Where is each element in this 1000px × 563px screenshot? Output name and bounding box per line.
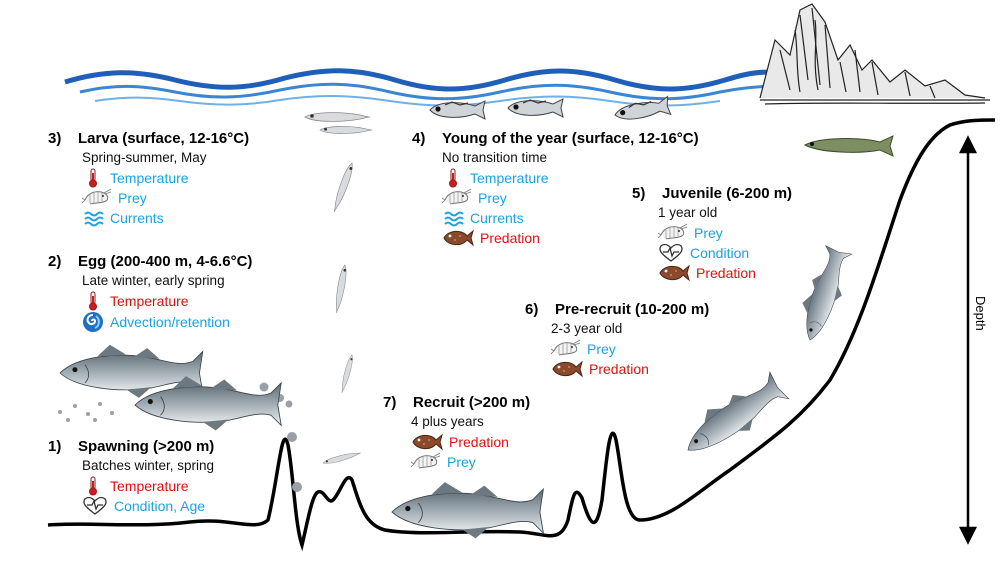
thermometer-icon <box>442 168 470 188</box>
driver-label: Prey <box>447 454 476 470</box>
stage-number: 5) <box>632 185 646 202</box>
juvenile-fish <box>791 243 856 346</box>
driver-predation: Predation <box>551 359 709 379</box>
stage-timing: 1 year old <box>658 205 718 220</box>
driver-currents: Currents <box>442 208 699 228</box>
driver-label: Condition <box>690 245 750 261</box>
flatfish-icon <box>442 228 480 248</box>
driver-label: Temperature <box>110 170 189 186</box>
depth-arrow <box>958 135 978 545</box>
stage-egg: 2) Egg (200-400 m, 4-6.6°C) Late winter, … <box>48 253 252 333</box>
driver-temperature: Temperature <box>442 168 699 188</box>
sea-surface-waves <box>64 68 771 107</box>
driver-label: Currents <box>470 210 524 226</box>
swirl-icon <box>82 311 110 333</box>
stage-larva: 3) Larva (surface, 12-16°C) Spring-summer… <box>48 130 249 228</box>
flatfish-icon <box>551 359 589 379</box>
stage-number: 2) <box>48 253 62 270</box>
stage-young-of-year: 4) Young of the year (surface, 12-16°C) N… <box>412 130 699 248</box>
stage-timing: Late winter, early spring <box>82 273 225 288</box>
stage-title: Young of the year (surface, 12-16°C) <box>442 130 699 147</box>
driver-label: Currents <box>110 210 164 226</box>
stage-timing: Spring-summer, May <box>82 150 207 165</box>
larvae <box>304 112 373 466</box>
driver-label: Predation <box>480 230 540 246</box>
shrimp-icon <box>411 452 447 472</box>
driver-temperature: Temperature <box>82 476 214 496</box>
driver-prey: Prey <box>442 188 699 208</box>
juvenile-surface-fish <box>803 135 894 157</box>
driver-condition: Condition <box>658 243 792 263</box>
heart-pulse-icon <box>658 243 690 263</box>
stage-title: Recruit (>200 m) <box>413 394 531 411</box>
shrimp-icon <box>442 188 478 208</box>
stage-title: Larva (surface, 12-16°C) <box>78 130 250 147</box>
stage-timing: Batches winter, spring <box>82 458 215 473</box>
stage-pre-recruit: 6) Pre-recruit (10-200 m) 2-3 year old Pre… <box>525 301 709 379</box>
driver-predation: Predation <box>658 263 792 283</box>
flatfish-icon <box>658 263 696 283</box>
eggs <box>58 382 302 492</box>
shrimp-icon <box>658 223 694 243</box>
coastal-mountains <box>759 3 990 105</box>
stage-recruit: 7) Recruit (>200 m) 4 plus years Predation… <box>383 394 530 472</box>
stage-number: 1) <box>48 438 62 455</box>
stage-title: Egg (200-400 m, 4-6.6°C) <box>78 253 253 270</box>
shrimp-icon <box>551 339 587 359</box>
driver-predation: Predation <box>442 228 699 248</box>
seabed-profile <box>47 118 996 552</box>
driver-label: Condition, Age <box>114 498 206 514</box>
recruit-fish <box>391 481 544 539</box>
stage-number: 6) <box>525 301 539 318</box>
spawning-fish <box>59 344 282 431</box>
depth-axis-label: Depth <box>973 296 988 331</box>
pre-recruit-fish <box>674 367 792 467</box>
driver-label: Predation <box>589 361 649 377</box>
stage-title: Pre-recruit (10-200 m) <box>555 301 710 318</box>
driver-label: Temperature <box>110 478 189 494</box>
stage-juvenile: 5) Juvenile (6-200 m) 1 year old Prey Condi… <box>632 185 792 283</box>
heart-pulse-icon <box>82 496 114 516</box>
stage-number: 4) <box>412 130 426 147</box>
driver-label: Predation <box>696 265 756 281</box>
driver-prey: Prey <box>411 452 530 472</box>
driver-label: Temperature <box>470 170 549 186</box>
driver-label: Advection/retention <box>110 314 230 330</box>
driver-label: Predation <box>449 434 509 450</box>
driver-label: Temperature <box>110 293 189 309</box>
driver-advection-retention: Advection/retention <box>82 311 252 333</box>
thermometer-icon <box>82 168 110 188</box>
flatfish-icon <box>411 432 449 452</box>
waves-icon <box>82 208 110 228</box>
driver-temperature: Temperature <box>82 168 249 188</box>
waves-icon <box>442 208 470 228</box>
driver-label: Prey <box>587 341 616 357</box>
stage-timing: 2-3 year old <box>551 321 623 336</box>
driver-temperature: Temperature <box>82 291 252 311</box>
driver-currents: Currents <box>82 208 249 228</box>
driver-prey: Prey <box>551 339 709 359</box>
stage-title: Spawning (>200 m) <box>78 438 215 455</box>
driver-label: Prey <box>118 190 147 206</box>
stage-number: 3) <box>48 130 62 147</box>
driver-label: Prey <box>478 190 507 206</box>
thermometer-icon <box>82 476 110 496</box>
driver-prey: Prey <box>658 223 792 243</box>
shrimp-icon <box>82 188 118 208</box>
stage-spawning: 1) Spawning (>200 m) Batches winter, spri… <box>48 438 214 516</box>
driver-prey: Prey <box>82 188 249 208</box>
stage-timing: No transition time <box>442 150 548 165</box>
driver-condition-age: Condition, Age <box>82 496 214 516</box>
stage-number: 7) <box>383 394 397 411</box>
young-of-year-fish <box>429 95 672 125</box>
stage-timing: 4 plus years <box>411 414 484 429</box>
driver-predation: Predation <box>411 432 530 452</box>
driver-label: Prey <box>694 225 723 241</box>
stage-title: Juvenile (6-200 m) <box>662 185 793 202</box>
thermometer-icon <box>82 291 110 311</box>
